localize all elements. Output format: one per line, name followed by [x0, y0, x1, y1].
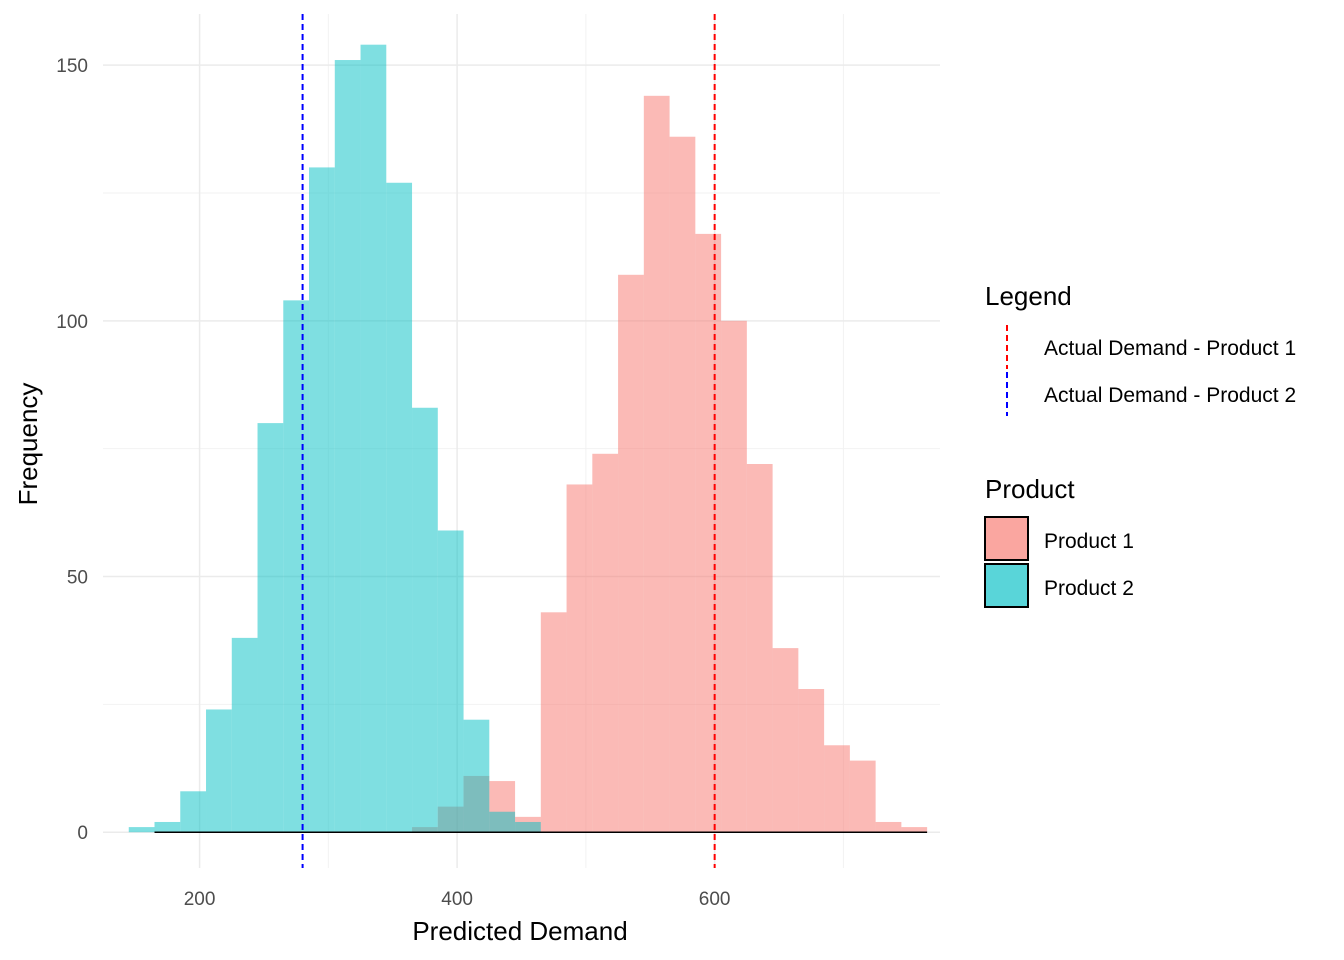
x-tick-label: 600 [699, 889, 731, 910]
histogram-bar-series-2 [386, 182, 413, 833]
histogram-bar-series-1 [901, 827, 928, 833]
legend-item-label: Product 2 [1044, 577, 1134, 600]
legend-item-label: Actual Demand - Product 1 [1044, 337, 1296, 360]
x-tick-label: 400 [441, 889, 473, 910]
y-tick-label: 0 [77, 823, 88, 844]
histogram-bar-series-2 [154, 821, 181, 833]
histogram-bar-series-1 [746, 464, 773, 833]
legend-item-label: Actual Demand - Product 2 [1044, 384, 1296, 407]
histogram-bar-series-2 [437, 530, 464, 833]
histogram-bar-series-2 [231, 637, 258, 833]
histogram-bar-series-2 [412, 407, 438, 833]
x-axis-title: Predicted Demand [412, 916, 627, 946]
histogram-bar-series-1 [849, 760, 876, 833]
histogram-bar-series-1 [875, 821, 902, 833]
histogram-bar-series-2 [515, 821, 541, 833]
legend-item-label: Product 1 [1044, 530, 1134, 553]
histogram-bar-series-1 [824, 745, 850, 833]
histogram-bar-series-1 [772, 648, 799, 833]
reference-lines-layer [301, 14, 716, 868]
legend-key-swatch [984, 516, 1029, 561]
histogram-bar-series-2 [463, 719, 490, 833]
histogram-bar-series-1 [695, 233, 722, 833]
histogram-bar-series-2 [180, 791, 207, 833]
histogram-bar-series-1 [721, 320, 747, 833]
histogram-bar-series-2 [309, 167, 335, 833]
histogram-bar-series-2 [206, 709, 232, 833]
y-axis-title: Frequency [13, 383, 43, 506]
legend-area: Legend Actual Demand - Product 1 Actual De… [984, 281, 1296, 608]
histogram-bar-series-1 [798, 689, 825, 833]
histogram-bar-series-1 [643, 95, 670, 833]
histogram-bar-series-2 [489, 811, 516, 833]
histogram-bar-series-2 [283, 300, 310, 833]
histogram-bar-series-2 [360, 44, 387, 833]
legend-title-lines: Legend [985, 281, 1072, 311]
histogram-bar-series-2 [128, 827, 155, 833]
y-tick-label: 50 [67, 568, 88, 589]
bars-layer [128, 44, 928, 833]
axis-layer: 200 400 600 0 50 100 150 [56, 56, 730, 910]
legend-key-swatch [984, 563, 1029, 608]
histogram-bar-series-2 [257, 423, 284, 833]
histogram-bar-series-1 [592, 453, 619, 833]
histogram-bar-series-1 [540, 612, 567, 833]
histogram-bar-series-2 [334, 60, 361, 833]
x-tick-label: 200 [184, 889, 216, 910]
histogram-bar-series-1 [669, 136, 696, 833]
histogram-bar-series-1 [618, 274, 644, 833]
y-tick-label: 150 [56, 56, 88, 77]
legend-title-product: Product [985, 474, 1075, 504]
y-tick-label: 100 [56, 312, 88, 333]
histogram-bar-series-1 [566, 484, 593, 833]
